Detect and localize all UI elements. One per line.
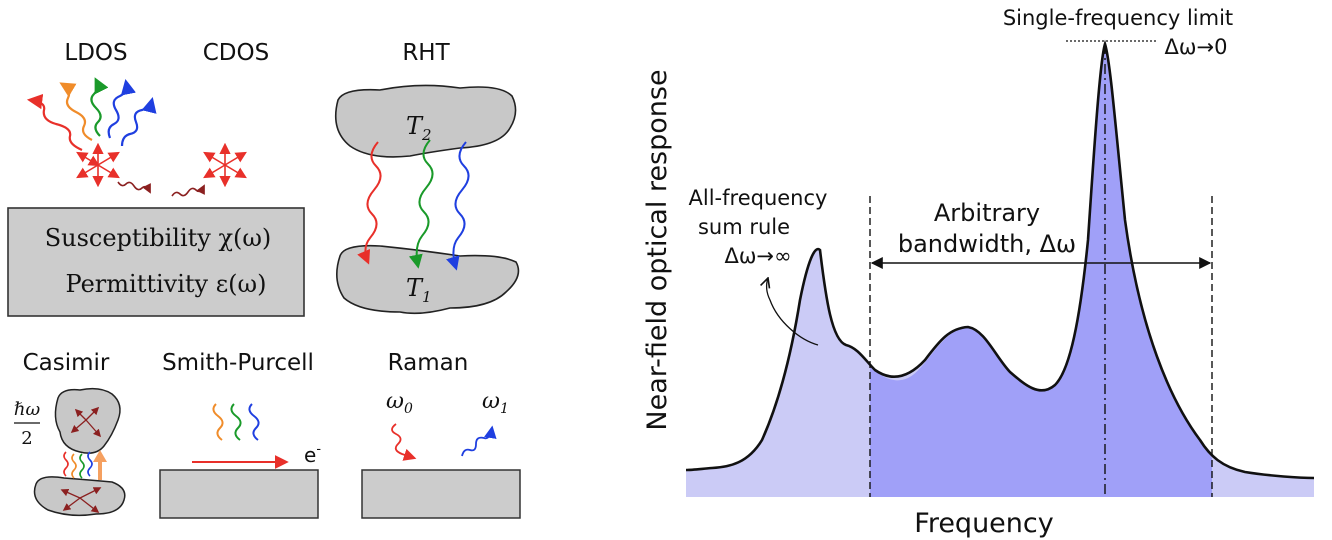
susceptibility-label: Susceptibility χ(ω) (45, 224, 272, 252)
rht-wave-red (357, 141, 382, 265)
smith-purcell-label: Smith-Purcell (162, 350, 314, 376)
rht-bottom-blob (336, 244, 520, 315)
all-frequency-title: All-frequency (689, 186, 828, 210)
raman-omega0: ω0 (386, 389, 413, 417)
casimir-waves (63, 451, 93, 479)
rht-top-blob (334, 84, 517, 158)
smith-purcell-grating (159, 469, 319, 519)
casimir-energy-num: ℏω (14, 399, 41, 420)
cdos-dipole-icon (203, 142, 247, 188)
rht-wave-blue (446, 141, 470, 271)
bandwidth-fill (870, 44, 1212, 497)
smith-purcell-waves (212, 403, 260, 441)
x-axis-label: Frequency (914, 508, 1054, 539)
y-axis-label: Near-field optical response (642, 69, 673, 430)
ldos-wave-orange (59, 82, 93, 141)
spectrum-curve (685, 39, 1315, 480)
rht-t1: T1 (406, 274, 432, 306)
rht-t2: T2 (406, 112, 432, 144)
ldos-wave-blue (107, 78, 136, 139)
left-panel: LDOS CDOS RHT (7, 40, 521, 519)
electron-label: e- (304, 442, 321, 467)
casimir-label: Casimir (23, 350, 110, 376)
ldos-label: LDOS (64, 40, 127, 66)
ldos-dipole-icon (76, 142, 120, 188)
raman-incident-wave (391, 423, 417, 461)
raman-label: Raman (388, 350, 469, 376)
raman-substrate (361, 469, 521, 519)
rht-wave-green (408, 139, 434, 269)
sum-rule-limit: Δω→∞ (724, 244, 791, 268)
right-panel: Near-field optical response Frequency Si… (642, 6, 1315, 539)
casimir-bottom-blob (33, 476, 126, 517)
sum-rule-arrow (767, 278, 819, 346)
permittivity-label: Permittivity ε(ω) (66, 270, 267, 298)
coupling-waves (117, 181, 205, 197)
bandwidth-title: bandwidth, Δω (898, 230, 1076, 258)
single-frequency-limit: Δω→0 (1165, 35, 1228, 59)
casimir-energy-den: 2 (21, 428, 32, 449)
ldos-waves (26, 77, 157, 152)
raman-scattered-wave (461, 425, 497, 457)
cdos-label: CDOS (203, 40, 269, 66)
raman-omega1: ω1 (482, 389, 509, 417)
rht-waves (357, 139, 470, 271)
sum-rule-title: sum rule (698, 215, 790, 239)
casimir-force-arrow (93, 450, 107, 480)
ldos-wave-red (26, 93, 83, 152)
arbitrary-title: Arbitrary (934, 199, 1040, 227)
single-frequency-title: Single-frequency limit (1003, 6, 1233, 30)
ldos-wave-blue-2 (120, 97, 157, 147)
rht-label: RHT (402, 40, 450, 66)
material-box (7, 207, 305, 317)
casimir-fluctuation-arrows (60, 406, 102, 513)
casimir-top-blob (54, 387, 121, 454)
ldos-wave-green (90, 77, 109, 137)
